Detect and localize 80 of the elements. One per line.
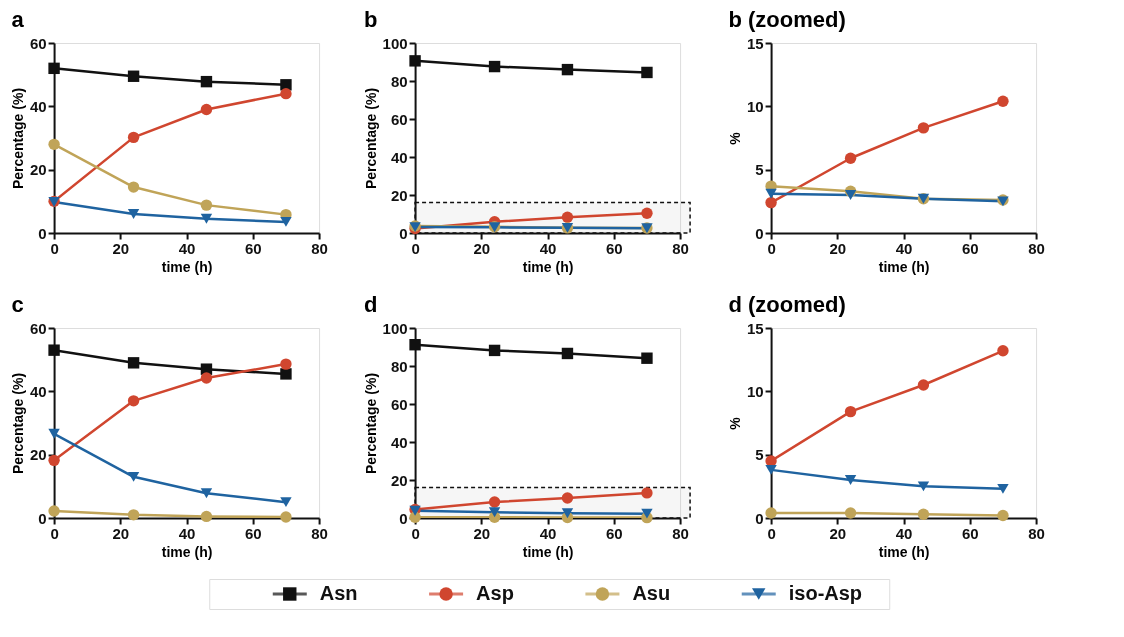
y-axis-title: Percentage (%) bbox=[362, 372, 379, 475]
x-tick-label: 20 bbox=[473, 524, 491, 542]
x-tick-label: 0 bbox=[50, 239, 59, 257]
legend-label: Asu bbox=[632, 582, 671, 604]
x-tick-label: 20 bbox=[829, 239, 847, 257]
x-tick-label: 60 bbox=[605, 239, 623, 257]
chart-title: c bbox=[11, 292, 24, 317]
x-tick-label: 0 bbox=[411, 239, 420, 257]
y-tick-label: 10 bbox=[746, 97, 764, 115]
x-tick-label: 20 bbox=[112, 524, 130, 542]
chart-title: d (zoomed) bbox=[728, 292, 846, 317]
x-tick-label: 20 bbox=[112, 239, 130, 257]
x-tick-label: 0 bbox=[767, 524, 776, 542]
y-tick-label: 10 bbox=[746, 382, 764, 400]
y-tick-label: 0 bbox=[38, 509, 47, 527]
y-tick-label: 60 bbox=[390, 395, 408, 413]
x-tick-label: 0 bbox=[50, 524, 59, 542]
x-tick-label: 80 bbox=[672, 524, 689, 542]
y-tick-label: 5 bbox=[755, 161, 764, 179]
x-axis-title: time (h) bbox=[878, 258, 930, 275]
chart-title: b (zoomed) bbox=[728, 7, 846, 32]
x-tick-label: 80 bbox=[1028, 524, 1045, 542]
x-tick-label: 0 bbox=[767, 239, 776, 257]
chart-title: a bbox=[11, 7, 25, 32]
x-tick-label: 60 bbox=[244, 239, 262, 257]
y-tick-label: 100 bbox=[382, 319, 408, 337]
y-tick-label: 40 bbox=[390, 433, 408, 451]
x-axis-title: time (h) bbox=[522, 258, 574, 275]
y-tick-label: 20 bbox=[29, 161, 47, 179]
y-tick-label: 0 bbox=[399, 224, 408, 242]
x-tick-label: 60 bbox=[605, 524, 623, 542]
y-tick-label: 100 bbox=[382, 34, 408, 52]
y-tick-label: 20 bbox=[390, 186, 408, 204]
y-tick-label: 15 bbox=[746, 319, 764, 337]
x-tick-label: 0 bbox=[411, 524, 420, 542]
y-tick-label: 0 bbox=[755, 509, 764, 527]
x-tick-label: 40 bbox=[178, 239, 196, 257]
legend-label: iso-Asp bbox=[788, 582, 863, 604]
x-axis-title: time (h) bbox=[878, 543, 930, 560]
chart-title: b bbox=[364, 7, 378, 32]
y-tick-label: 5 bbox=[755, 446, 764, 464]
y-axis-title: Percentage (%) bbox=[362, 87, 379, 190]
y-axis-title: % bbox=[726, 416, 743, 430]
x-axis-title: time (h) bbox=[161, 258, 213, 275]
x-tick-label: 60 bbox=[961, 524, 979, 542]
x-tick-label: 80 bbox=[1028, 239, 1045, 257]
legend-label: Asn bbox=[319, 582, 358, 604]
chart-title: d bbox=[364, 292, 378, 317]
y-tick-label: 60 bbox=[29, 34, 47, 52]
y-axis-title: Percentage (%) bbox=[9, 372, 26, 475]
x-tick-label: 20 bbox=[829, 524, 847, 542]
legend-label: Asp bbox=[476, 582, 514, 604]
x-axis-title: time (h) bbox=[522, 543, 574, 560]
x-tick-label: 60 bbox=[244, 524, 262, 542]
x-tick-label: 80 bbox=[311, 524, 328, 542]
x-tick-label: 20 bbox=[473, 239, 491, 257]
y-tick-label: 0 bbox=[399, 509, 408, 527]
x-tick-label: 80 bbox=[672, 239, 689, 257]
x-tick-label: 40 bbox=[895, 524, 913, 542]
y-tick-label: 0 bbox=[38, 224, 47, 242]
x-tick-label: 60 bbox=[961, 239, 979, 257]
x-tick-label: 40 bbox=[539, 239, 557, 257]
x-tick-label: 40 bbox=[895, 239, 913, 257]
x-tick-label: 40 bbox=[178, 524, 196, 542]
y-tick-label: 80 bbox=[390, 72, 408, 90]
y-axis-title: Percentage (%) bbox=[9, 87, 26, 190]
y-tick-label: 60 bbox=[29, 319, 47, 337]
y-tick-label: 15 bbox=[746, 34, 764, 52]
x-tick-label: 80 bbox=[311, 239, 328, 257]
y-axis-title: % bbox=[726, 131, 743, 145]
y-tick-label: 40 bbox=[390, 148, 408, 166]
y-tick-label: 20 bbox=[390, 471, 408, 489]
x-tick-label: 40 bbox=[539, 524, 557, 542]
y-tick-label: 40 bbox=[29, 382, 47, 400]
y-tick-label: 80 bbox=[390, 357, 408, 375]
y-tick-label: 60 bbox=[390, 110, 408, 128]
y-tick-label: 0 bbox=[755, 224, 764, 242]
y-tick-label: 40 bbox=[29, 97, 47, 115]
x-axis-title: time (h) bbox=[161, 543, 213, 560]
y-tick-label: 20 bbox=[29, 446, 47, 464]
